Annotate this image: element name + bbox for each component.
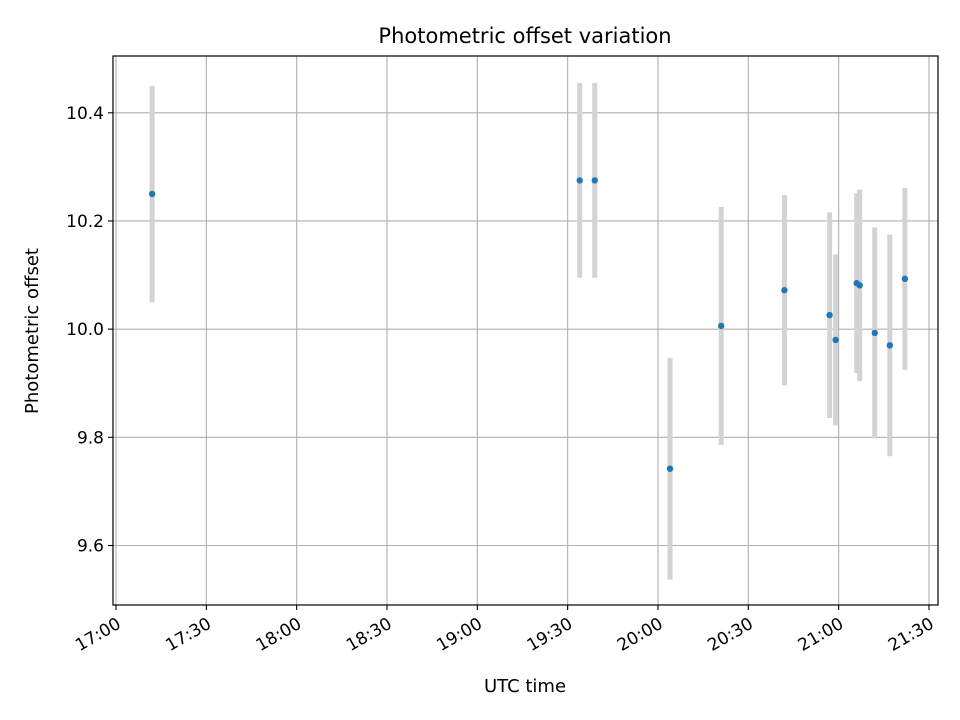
data-point xyxy=(871,329,878,337)
data-point xyxy=(718,322,725,330)
data-point xyxy=(148,190,156,198)
y-tick-label: 9.8 xyxy=(77,428,104,448)
data-point xyxy=(666,465,674,472)
data-point xyxy=(832,336,839,344)
y-tick-label: 10.0 xyxy=(66,320,104,340)
data-point xyxy=(856,282,863,289)
x-axis-title: UTC time xyxy=(484,676,566,697)
data-point xyxy=(886,342,894,349)
y-tick-label: 10.2 xyxy=(66,212,104,232)
y-tick-label: 10.4 xyxy=(66,104,104,124)
plot-frame xyxy=(112,55,939,606)
data-point xyxy=(826,311,833,319)
grid xyxy=(113,56,938,605)
data-point xyxy=(576,177,583,184)
y-axis-ticks: 9.6 9.8 10.0 10.2 10.4 xyxy=(66,104,113,557)
y-axis-title: Photometric offset xyxy=(22,248,43,414)
data-point xyxy=(781,287,788,294)
y-tick-label: 9.6 xyxy=(77,537,104,557)
data-points xyxy=(148,177,909,472)
data-point xyxy=(901,275,909,283)
chart-title: Photometric offset variation xyxy=(378,24,671,48)
data-point xyxy=(591,177,598,184)
